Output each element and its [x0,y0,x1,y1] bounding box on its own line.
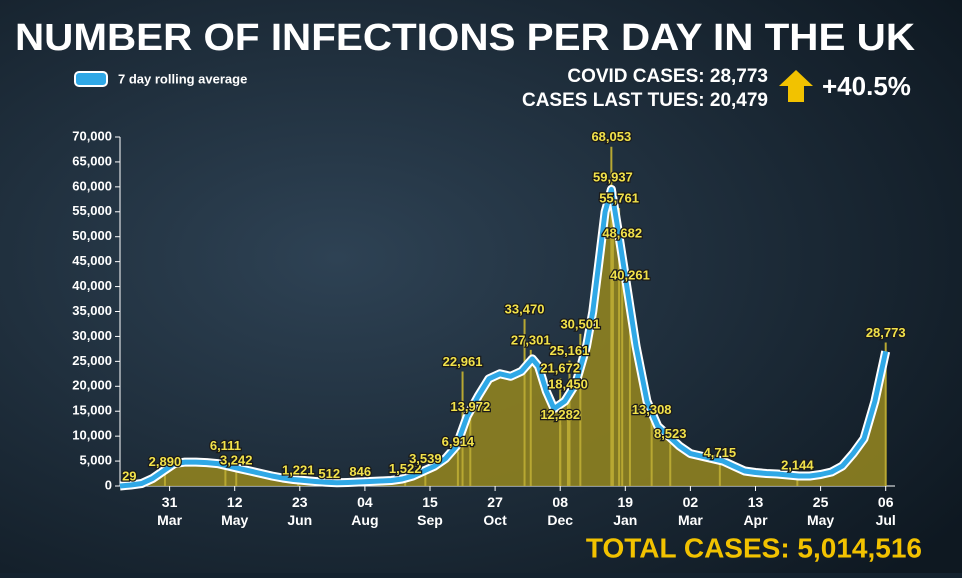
data-label: 6,111 [210,438,241,453]
stat-total: TOTAL CASES: 5,014,516 [586,532,922,563]
x-tick-label: 02 Mar [678,494,703,528]
legend-label: 7 day rolling average [118,71,247,86]
y-tick-label: 5,000 [79,453,112,468]
x-tick-label: 12 May [221,494,248,528]
x-tick-label: 27 Oct [483,494,507,528]
data-label: 512 [318,466,340,481]
data-label: 3,242 [220,452,253,467]
data-label: 8,523 [654,426,687,441]
data-label: 25,161 [550,343,590,358]
stat-covid-cases: COVID CASES: 28,773 [567,66,768,87]
data-label: 1,522 [389,461,422,476]
x-tick-label: 13 Apr [743,494,768,528]
data-label: 2,144 [781,458,814,473]
x-tick-label: 19 Jan [613,494,637,528]
y-tick-label: 50,000 [72,228,112,243]
x-tick-label: 31 Mar [157,494,182,528]
data-label: 68,053 [591,129,631,144]
x-tick-label: 04 Aug [351,494,378,528]
line [119,186,889,489]
y-tick-label: 70,000 [72,128,112,143]
data-label: 27,301 [511,332,551,347]
x-tick-label: 08 Dec [547,494,573,528]
stat-last-tues: CASES LAST TUES: 20,479 [522,90,768,111]
data-label: 22,961 [443,354,483,369]
data-label: 12,282 [540,407,580,422]
stat-change: +40.5% [822,71,911,101]
data-label: 48,682 [602,226,642,241]
y-tick-label: 20,000 [72,378,112,393]
y-tick-label: 35,000 [72,303,112,318]
y-tick-label: 45,000 [72,253,112,268]
y-tick-label: 30,000 [72,328,112,343]
x-tick-label: 25 May [807,494,834,528]
area [120,189,886,486]
data-label: 30,501 [560,316,600,331]
x-tick-label: 06 Jul [876,494,896,528]
up-arrow [779,70,813,102]
data-label: 33,470 [505,302,545,317]
data-label: 29 [122,468,136,483]
data-label: 2,890 [149,454,182,469]
data-label: 846 [349,464,371,479]
data-label: 13,308 [632,402,672,417]
data-label: 21,672 [540,360,580,375]
data-label: 1,221 [282,462,315,477]
data-label: 28,773 [866,325,906,340]
y-tick-label: 15,000 [72,403,112,418]
x-tick-label: 23 Jun [287,494,312,528]
data-label: 4,715 [704,445,737,460]
y-tick-label: 55,000 [72,203,112,218]
legend-swatch [74,71,108,87]
y-tick-label: 25,000 [72,353,112,368]
data-label: 3,539 [409,451,442,466]
plot: 0 5,000 10,000 15,000 20,000 25,000 30,000 35,0… [72,128,907,528]
y-tick-label: 40,000 [72,278,112,293]
y-tick-label: 0 [105,477,112,492]
x-tick-label: 15 Sep [417,494,443,528]
chart-title: NUMBER OF INFECTIONS PER DAY IN THE UK [15,17,916,59]
data-label: 40,261 [610,268,650,283]
data-label: 18,450 [548,376,588,391]
data-label: 59,937 [593,170,633,185]
y-tick-label: 65,000 [72,153,112,168]
y-tick-label: 10,000 [72,428,112,443]
y-tick-label: 60,000 [72,178,112,193]
data-label: 6,914 [442,434,475,449]
data-label: 55,761 [599,190,639,205]
data-label: 13,972 [450,399,490,414]
